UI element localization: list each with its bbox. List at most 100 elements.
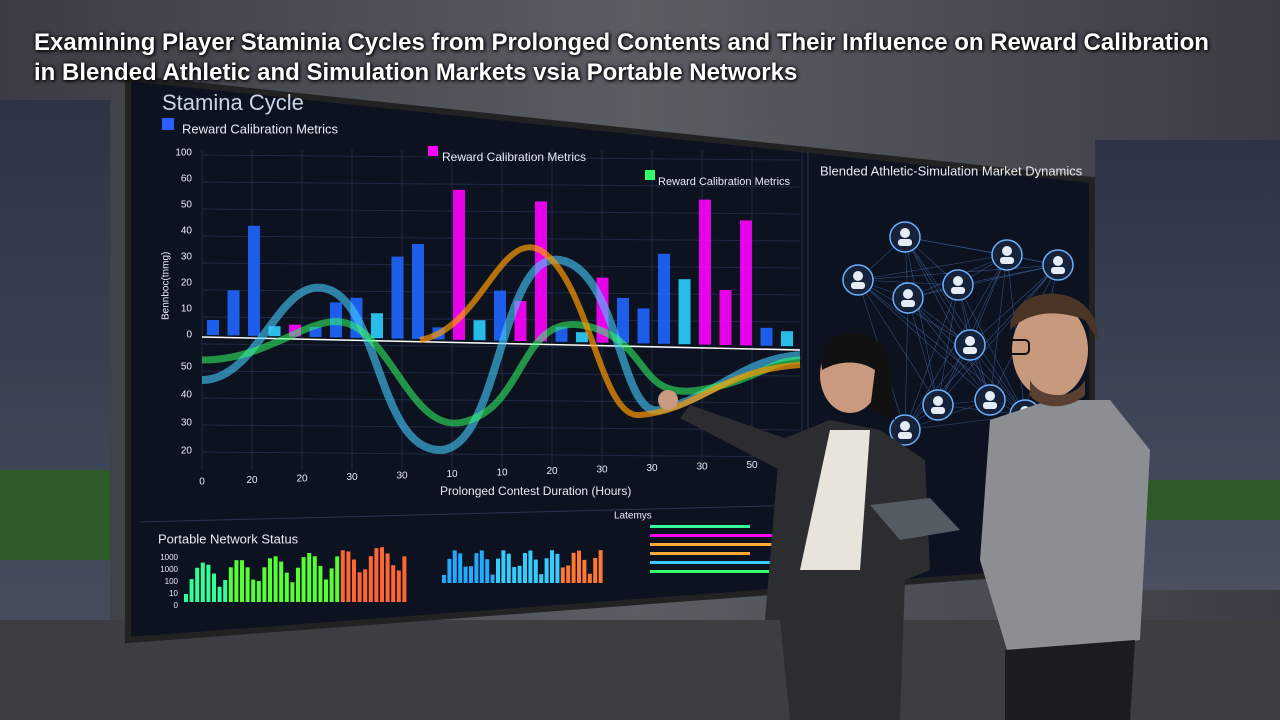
y-tick-label: 50 bbox=[181, 200, 193, 211]
decor-bar bbox=[544, 558, 549, 583]
x-tick-label: 10 bbox=[446, 469, 458, 480]
divider bbox=[139, 504, 806, 523]
decor-bar bbox=[402, 556, 407, 602]
headline: Examining Player Staminia Cycles from Pr… bbox=[34, 29, 1209, 86]
decor-bar bbox=[195, 567, 200, 602]
decor-bar bbox=[207, 320, 219, 335]
x-tick-label: 0 bbox=[199, 477, 205, 488]
y-tick-label: 20 bbox=[181, 446, 193, 457]
link bbox=[904, 236, 991, 401]
decor-bar bbox=[650, 552, 750, 555]
y-tick-label: 60 bbox=[181, 174, 193, 185]
y-tick-label: 1000 bbox=[160, 565, 178, 574]
y-tick-label: 0 bbox=[174, 601, 179, 610]
node-icon bbox=[903, 289, 913, 299]
panel-title: Portable Network Status bbox=[158, 531, 299, 546]
decor-bar bbox=[307, 553, 312, 602]
x-tick-label: 30 bbox=[346, 472, 358, 483]
decor-bar bbox=[262, 567, 267, 602]
wave bbox=[201, 318, 801, 427]
decor-bar bbox=[598, 550, 603, 583]
decor-bar bbox=[312, 556, 317, 602]
decor-bar bbox=[380, 547, 384, 602]
x-tick-label: 10 bbox=[496, 468, 508, 479]
decor-bar bbox=[678, 279, 691, 345]
decor-bar bbox=[517, 565, 522, 583]
link bbox=[857, 254, 1008, 281]
decor-bar bbox=[490, 574, 495, 583]
decor-bar bbox=[571, 552, 576, 583]
decor-bar bbox=[251, 579, 256, 602]
node-icon bbox=[983, 402, 997, 409]
decor-bar bbox=[506, 553, 511, 583]
grid-line bbox=[201, 424, 801, 431]
decor-bar bbox=[442, 575, 446, 583]
node-icon bbox=[900, 421, 910, 431]
decor-bar bbox=[479, 550, 484, 583]
decor-bar bbox=[650, 570, 810, 573]
link bbox=[904, 236, 971, 346]
decor-bar bbox=[184, 594, 188, 602]
decor-bar bbox=[523, 553, 527, 583]
grid-line bbox=[201, 451, 801, 458]
link bbox=[969, 264, 1059, 346]
node-icon bbox=[985, 391, 995, 401]
node-icon bbox=[853, 271, 863, 281]
y-tick-label: 50 bbox=[181, 362, 193, 373]
decor-bar bbox=[452, 550, 457, 583]
link bbox=[904, 236, 939, 406]
woman bbox=[658, 332, 930, 720]
y-tick-label: 10 bbox=[181, 304, 193, 315]
legend-swatch bbox=[162, 118, 174, 130]
link bbox=[907, 297, 939, 406]
node-icon bbox=[898, 432, 912, 439]
link bbox=[937, 264, 1059, 406]
decor-bar bbox=[740, 220, 752, 346]
link bbox=[907, 297, 991, 401]
decor-bar bbox=[329, 568, 334, 602]
x-tick-label: 30 bbox=[396, 471, 408, 482]
decor-bar bbox=[245, 567, 250, 602]
link bbox=[904, 344, 971, 431]
decor-bar bbox=[760, 327, 773, 346]
node-icon bbox=[1053, 256, 1063, 266]
x-axis-label: Prolonged Contest Duration (Hours) bbox=[440, 484, 631, 498]
decor-bar bbox=[248, 225, 260, 336]
y-tick-label: 20 bbox=[181, 278, 193, 289]
panel-title: Stamina Cycle bbox=[162, 90, 304, 115]
decor-bar bbox=[650, 561, 780, 564]
decor-bar bbox=[227, 290, 240, 336]
decor-bar bbox=[268, 558, 272, 602]
x-tick-label: 30 bbox=[646, 463, 658, 474]
decor-bar bbox=[577, 550, 581, 583]
man bbox=[870, 293, 1150, 720]
decor-bar bbox=[318, 565, 323, 602]
decor-bar bbox=[781, 331, 793, 347]
node-icon bbox=[901, 300, 915, 307]
decor-bar bbox=[566, 565, 571, 583]
decor-bar bbox=[200, 562, 205, 602]
y-tick-label: 100 bbox=[165, 577, 179, 586]
decor-bar bbox=[256, 581, 261, 602]
grid-line bbox=[201, 370, 801, 377]
node-icon bbox=[933, 396, 943, 406]
y-tick-label: 100 bbox=[175, 148, 192, 159]
link bbox=[904, 284, 959, 431]
decor-bar bbox=[363, 569, 368, 602]
grid-line bbox=[201, 181, 801, 188]
decor-bar bbox=[474, 553, 479, 583]
y-tick-label: 30 bbox=[181, 252, 193, 263]
link bbox=[857, 279, 939, 406]
latency-label: Latemys bbox=[614, 511, 652, 522]
decor-bar bbox=[650, 543, 810, 546]
decor-bar bbox=[346, 551, 351, 602]
node-icon bbox=[898, 239, 912, 246]
node-icon bbox=[1002, 246, 1012, 256]
x-tick-label: 30 bbox=[596, 465, 608, 476]
decor-bar bbox=[582, 559, 587, 583]
decor-bar bbox=[593, 557, 598, 583]
decor-bar bbox=[234, 560, 239, 602]
decor-bar bbox=[189, 579, 194, 602]
decor-bar bbox=[576, 332, 588, 343]
